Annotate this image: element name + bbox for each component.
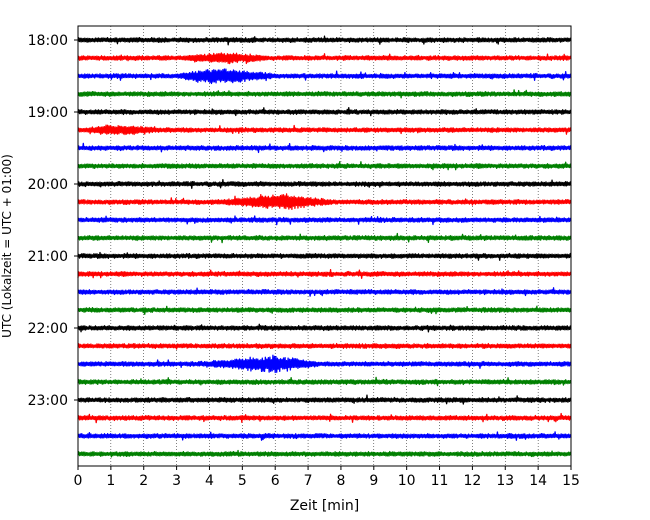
trace-1900 — [77, 107, 572, 117]
trace-2100 — [77, 251, 572, 261]
y-tick-label-1900: 19:00 — [28, 105, 68, 121]
trace-2215 — [77, 342, 572, 350]
y-axis-ticks: 18:00 19:00 20:00 21:00 22:00 23:00 — [28, 33, 78, 409]
trace-2330 — [77, 431, 572, 441]
trace-1930 — [77, 142, 572, 154]
trace-1815 — [77, 52, 572, 65]
trace-2145 — [77, 305, 572, 315]
y-tick-label-1800: 18:00 — [28, 33, 68, 49]
trace-1945 — [77, 161, 572, 171]
trace-2030 — [77, 215, 572, 226]
trace-2130 — [77, 287, 572, 297]
x-tick-label-7: 7 — [304, 473, 313, 489]
grid-lines — [110, 26, 539, 466]
x-tick-label-13: 13 — [496, 473, 514, 489]
trace-1830 — [77, 68, 572, 85]
trace-2315 — [77, 412, 572, 424]
trace-2000 — [77, 179, 572, 189]
y-tick-label-2100: 21:00 — [28, 249, 68, 265]
trace-1800 — [77, 35, 572, 46]
x-tick-label-6: 6 — [271, 473, 280, 489]
y-tick-label-2200: 22:00 — [28, 321, 68, 337]
trace-2115 — [77, 269, 572, 279]
y-axis-label: UTC (Lokalzeit = UTC + 01:00) — [0, 154, 14, 338]
x-tick-label-11: 11 — [431, 473, 449, 489]
x-tick-label-14: 14 — [529, 473, 547, 489]
x-tick-label-10: 10 — [398, 473, 416, 489]
y-tick-label-2000: 20:00 — [28, 177, 68, 193]
x-axis-ticks: 0 1 2 3 4 5 6 7 8 9 10 11 12 13 14 15 — [74, 466, 580, 489]
x-tick-label-12: 12 — [463, 473, 481, 489]
trace-2300 — [77, 394, 572, 405]
trace-2045 — [77, 232, 572, 244]
x-tick-label-0: 0 — [74, 473, 83, 489]
trace-1845 — [77, 89, 572, 99]
x-tick-label-8: 8 — [336, 473, 345, 489]
trace-2345 — [77, 449, 572, 458]
x-tick-label-3: 3 — [172, 473, 181, 489]
plot-frame — [77, 25, 572, 467]
y-tick-label-2300: 23:00 — [28, 393, 68, 409]
trace-2245 — [77, 376, 572, 387]
x-axis-label: Zeit [min] — [290, 498, 359, 514]
trace-2015 — [77, 193, 572, 211]
x-tick-label-5: 5 — [238, 473, 247, 489]
x-tick-label-15: 15 — [562, 473, 580, 489]
trace-2230 — [77, 354, 572, 374]
x-tick-label-2: 2 — [139, 473, 148, 489]
x-tick-label-9: 9 — [369, 473, 378, 489]
x-tick-label-4: 4 — [205, 473, 214, 489]
trace-1915 — [77, 124, 572, 136]
x-tick-label-1: 1 — [106, 473, 115, 489]
trace-2200 — [77, 323, 572, 333]
trace-lines — [77, 35, 572, 458]
